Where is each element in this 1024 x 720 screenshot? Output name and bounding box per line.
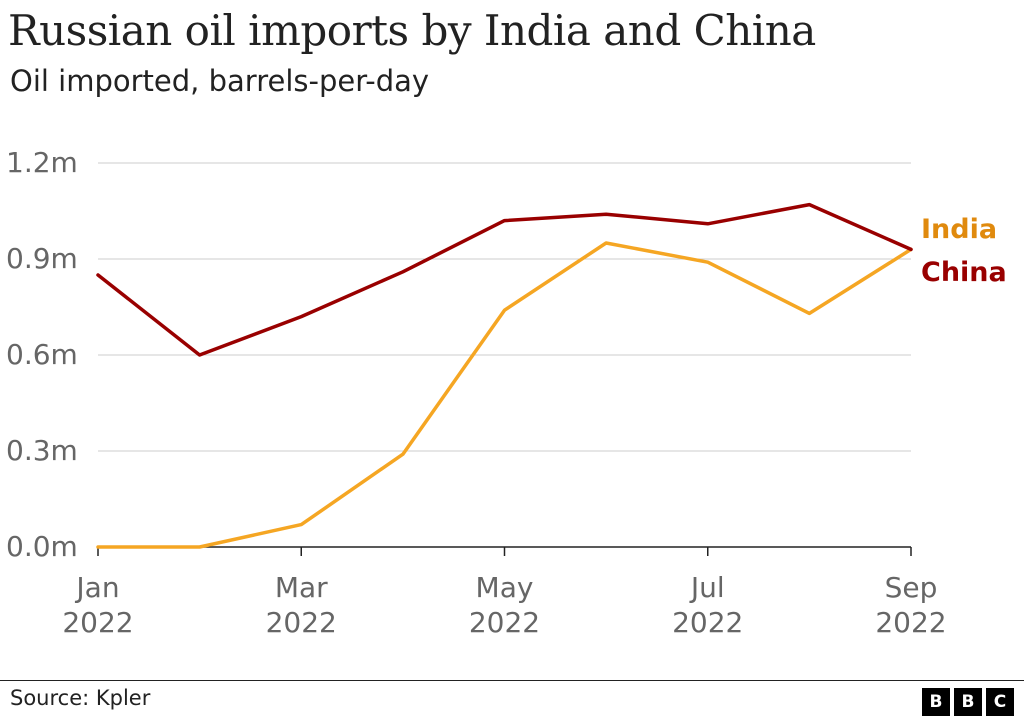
x-tick-label: May [476,571,534,604]
y-tick-label: 0.9m [6,242,78,275]
series-line-china [96,202,913,357]
y-tick-label: 0.3m [6,434,78,467]
y-tick-label: 0.0m [6,530,78,563]
logo-letter: C [986,688,1014,716]
x-tick-label: Mar [275,571,328,604]
x-tick-label: Sep [885,571,938,604]
series-labels: India China [921,214,1007,288]
x-tick-label: 2022 [266,606,337,639]
x-tick-label: 2022 [469,606,540,639]
bbc-logo: B B C [922,688,1014,716]
x-tick-label: 2022 [62,606,133,639]
x-tick-label: Jan [74,571,119,604]
y-tick-label: 0.6m [6,338,78,371]
x-tick-label: Jul [689,571,725,604]
series-label-china: China [921,257,1007,288]
chart-title: Russian oil imports by India and China [8,6,816,55]
series-line-india [96,241,913,549]
logo-letter: B [922,688,950,716]
source-note: Source: Kpler [10,686,151,710]
logo-letter: B [954,688,982,716]
y-axis-tick-labels: 0.0m 0.3m 0.6m 0.9m 1.2m [6,146,78,563]
line-chart: 0.0m0.3m0.6m0.9m1.2m Jan2022Mar2022May20… [6,146,1007,639]
footer-divider [0,680,1024,681]
series-lines [96,202,913,549]
chart-subtitle: Oil imported, barrels-per-day [10,64,430,98]
y-tick-label: 1.2m [6,146,78,179]
x-tick-label: 2022 [672,606,743,639]
series-label-india: India [921,214,997,245]
x-tick-label: 2022 [875,606,946,639]
